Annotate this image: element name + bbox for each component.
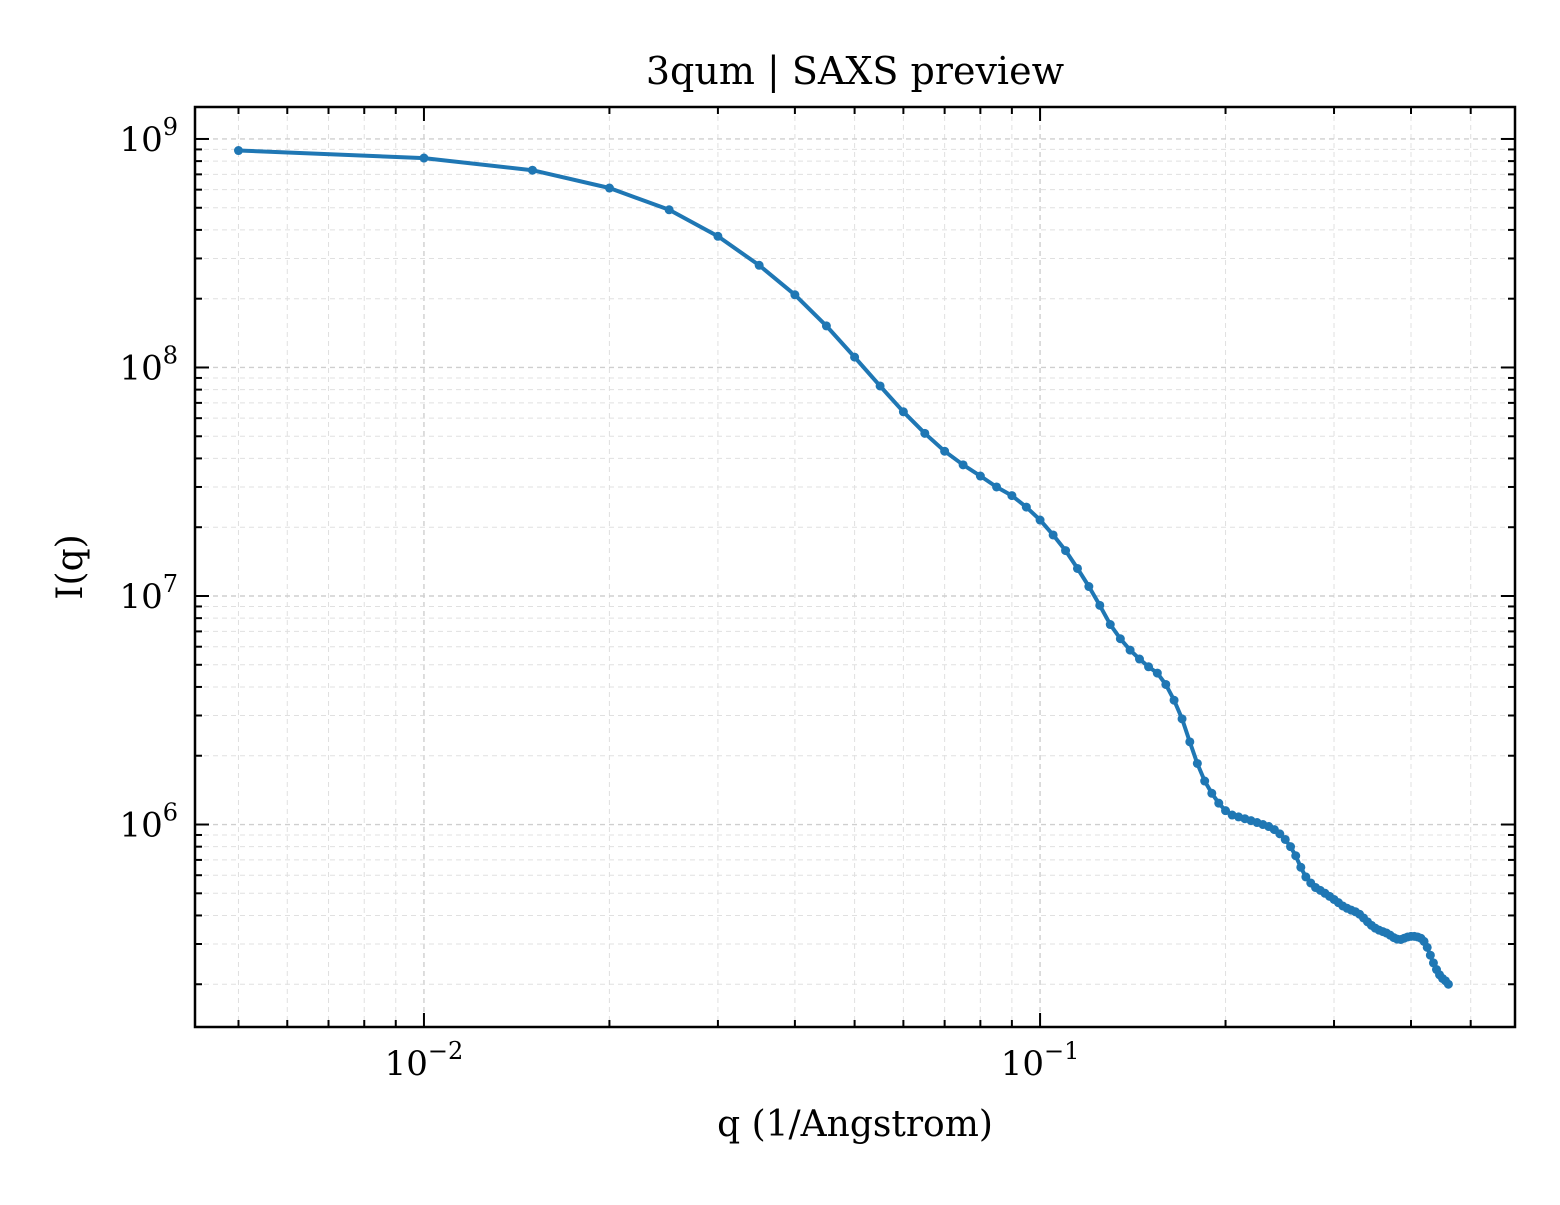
data-point bbox=[1061, 546, 1071, 556]
data-point bbox=[604, 183, 614, 193]
data-point bbox=[1084, 582, 1094, 592]
data-point bbox=[1115, 634, 1125, 644]
data-point bbox=[1007, 491, 1017, 501]
data-point bbox=[1286, 842, 1296, 852]
data-point bbox=[1177, 714, 1187, 724]
y-tick-label: 108 bbox=[119, 341, 178, 388]
data-point bbox=[1425, 950, 1435, 960]
data-point bbox=[1200, 776, 1210, 786]
grid bbox=[195, 107, 1515, 1027]
data-point bbox=[754, 260, 764, 270]
data-point bbox=[1221, 806, 1231, 816]
data-point bbox=[821, 321, 831, 331]
data-point bbox=[1443, 979, 1453, 989]
data-point bbox=[1144, 662, 1154, 672]
data-point bbox=[1296, 862, 1306, 872]
data-point bbox=[1214, 798, 1224, 808]
data-point bbox=[1035, 515, 1045, 525]
x-tick-label: 10−2 bbox=[385, 1037, 464, 1084]
data-point bbox=[898, 407, 908, 417]
data-point bbox=[1280, 834, 1290, 844]
chart-title: 3qum | SAXS preview bbox=[646, 49, 1065, 93]
data-point bbox=[975, 471, 985, 481]
data-point bbox=[1275, 829, 1285, 839]
data-point bbox=[992, 482, 1002, 492]
data-point bbox=[1192, 758, 1202, 768]
data-point bbox=[790, 290, 800, 300]
y-axis-label: I(q) bbox=[50, 534, 91, 599]
data-point bbox=[1021, 502, 1031, 512]
series-line bbox=[238, 148, 1450, 986]
data-point bbox=[1185, 737, 1195, 747]
data-point bbox=[1095, 600, 1105, 610]
data-point bbox=[1169, 695, 1179, 705]
data-point bbox=[875, 381, 885, 391]
data-point bbox=[1072, 563, 1082, 573]
data-point bbox=[713, 231, 723, 241]
data-point bbox=[1291, 851, 1301, 861]
data-point bbox=[920, 428, 930, 438]
y-tick-label: 106 bbox=[119, 799, 178, 846]
data-point bbox=[233, 146, 243, 156]
data-point bbox=[958, 460, 968, 470]
data-point bbox=[1207, 788, 1217, 798]
data-point bbox=[527, 165, 537, 175]
x-tick-label: 10−1 bbox=[1001, 1037, 1080, 1084]
data-point bbox=[664, 205, 674, 215]
data-point bbox=[419, 153, 429, 163]
data-point bbox=[1105, 620, 1115, 630]
data-point bbox=[940, 446, 950, 456]
data-point bbox=[1134, 654, 1144, 664]
series-layer bbox=[233, 146, 1453, 989]
data-point bbox=[1301, 872, 1311, 882]
y-tick-label: 109 bbox=[119, 113, 178, 160]
data-point bbox=[1048, 530, 1058, 540]
x-axis-label: q (1/Angstrom) bbox=[717, 1104, 993, 1145]
data-point bbox=[1152, 668, 1162, 678]
data-point bbox=[850, 352, 860, 362]
data-point bbox=[1161, 679, 1171, 689]
data-point bbox=[1422, 942, 1432, 952]
y-tick-label: 107 bbox=[119, 570, 178, 617]
data-point bbox=[1125, 645, 1135, 655]
ticks: 10−2 10−1 106 107 108 109 bbox=[119, 107, 1515, 1084]
